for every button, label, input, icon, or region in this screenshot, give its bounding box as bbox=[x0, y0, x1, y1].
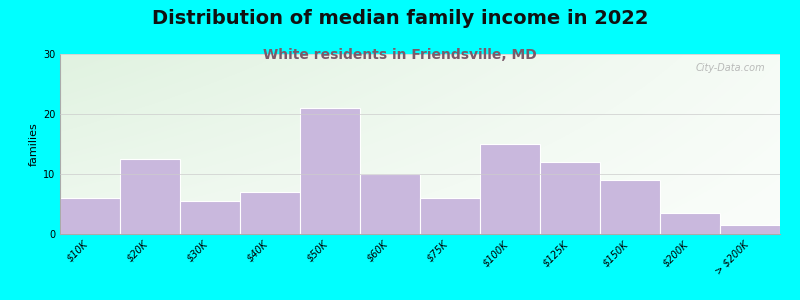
Bar bbox=[180, 201, 240, 234]
Y-axis label: families: families bbox=[29, 122, 38, 166]
Bar bbox=[360, 174, 420, 234]
Bar bbox=[660, 213, 720, 234]
Bar bbox=[60, 198, 120, 234]
Bar bbox=[600, 180, 660, 234]
Bar bbox=[420, 198, 480, 234]
Text: Distribution of median family income in 2022: Distribution of median family income in … bbox=[152, 9, 648, 28]
Bar bbox=[720, 225, 780, 234]
Bar bbox=[120, 159, 180, 234]
Text: City-Data.com: City-Data.com bbox=[696, 63, 766, 73]
Bar bbox=[240, 192, 300, 234]
Text: White residents in Friendsville, MD: White residents in Friendsville, MD bbox=[263, 48, 537, 62]
Bar bbox=[480, 144, 540, 234]
Bar bbox=[300, 108, 360, 234]
Bar bbox=[540, 162, 600, 234]
